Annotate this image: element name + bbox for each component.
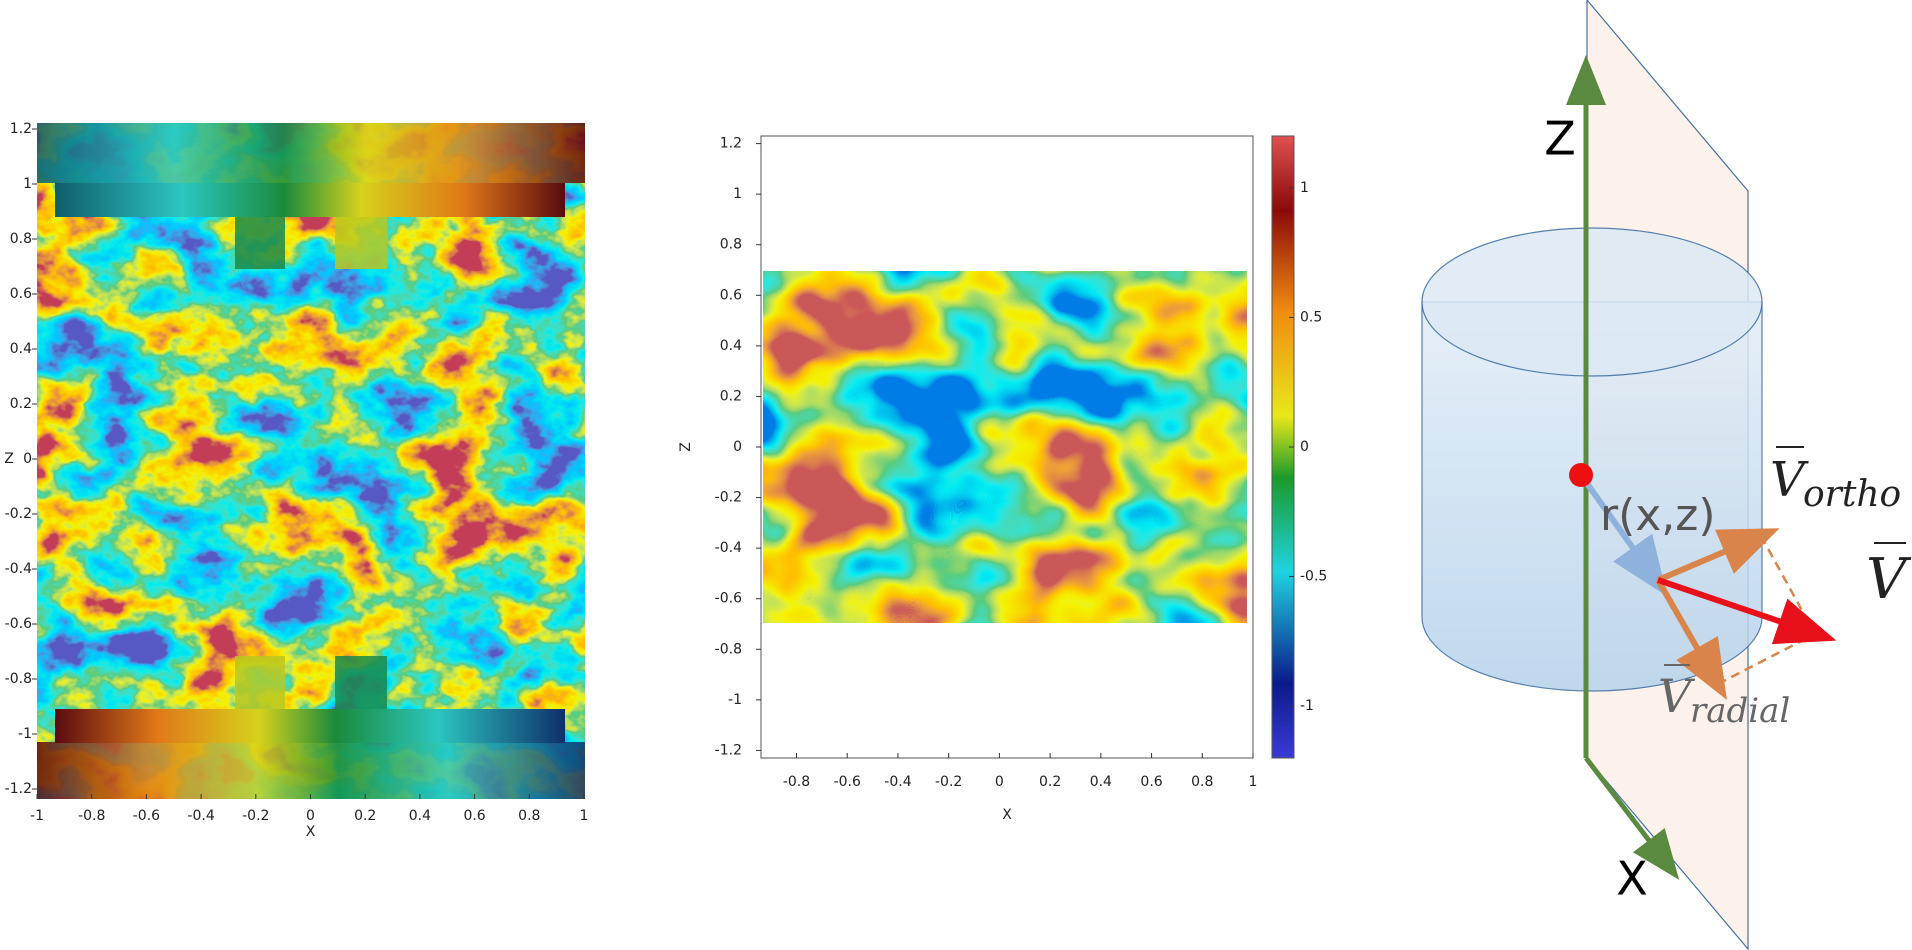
y-tick-label: -0.2 <box>715 490 742 506</box>
x-tick-label: 0.8 <box>1191 774 1213 790</box>
x-tick-label: 0 <box>306 808 315 824</box>
ortho-subscript: ortho <box>1803 474 1901 515</box>
x-tick-label: 0.6 <box>1140 774 1162 790</box>
diagram: Z X r(x,z) V ortho V V radial <box>1421 0 1912 950</box>
x-tick-label: 0 <box>995 774 1004 790</box>
x-tick-label: -0.8 <box>78 808 105 824</box>
colorbar-tick-label: 0 <box>1300 439 1309 455</box>
y-tick-label: -0.6 <box>715 591 742 607</box>
colorbar-tick-label: 0.5 <box>1300 309 1322 325</box>
y-tick-label: -0.4 <box>715 540 742 556</box>
y-tick-label: 0.4 <box>720 338 742 354</box>
x-tick-label: 0.8 <box>518 808 540 824</box>
x-tick-label: -0.6 <box>834 774 861 790</box>
y-tick-label: 0.2 <box>720 388 742 404</box>
y-tick-label: -0.8 <box>715 641 742 657</box>
vector-symbol: V <box>1866 547 1912 612</box>
x-tick-label: -1 <box>30 808 44 824</box>
radius-label: r(x,z) <box>1600 490 1716 541</box>
vector-symbol: V <box>1770 452 1809 508</box>
radial-subscript: radial <box>1690 691 1790 731</box>
x-tick-label: -0.2 <box>935 774 962 790</box>
y-axis-label: Z <box>4 451 14 467</box>
x-tick-label: 0.4 <box>409 808 431 824</box>
x-tick-label: -0.2 <box>242 808 269 824</box>
y-tick-label: 0.8 <box>10 231 32 247</box>
vector-symbol: V <box>1658 669 1696 723</box>
y-tick-label: -1 <box>728 692 742 708</box>
x-axis-label: X <box>1002 807 1012 823</box>
y-tick-label: 1 <box>733 186 742 202</box>
z-axis-label: Z <box>1544 112 1576 166</box>
x-tick-label: 0.4 <box>1090 774 1112 790</box>
x-tick-label: 0.2 <box>354 808 376 824</box>
y-tick-label: 0.6 <box>10 286 32 302</box>
colorbar-tick-label: -1 <box>1300 698 1314 714</box>
y-tick-label: 0.6 <box>720 287 742 303</box>
y-tick-label: 1 <box>23 176 32 192</box>
x-tick-label: 0.6 <box>463 808 485 824</box>
y-axis-label: Z <box>678 442 694 452</box>
colorbar-tick-label: -0.5 <box>1300 569 1327 585</box>
y-tick-label: -0.4 <box>5 561 32 577</box>
y-tick-label: -1.2 <box>5 781 32 797</box>
y-tick-label: 0.2 <box>10 396 32 412</box>
middle-field <box>763 271 1247 623</box>
x-tick-label: -0.4 <box>884 774 911 790</box>
y-tick-label: 1.2 <box>10 121 32 137</box>
x-tick-label: 1 <box>580 808 589 824</box>
x-tick-label: -0.4 <box>187 808 214 824</box>
y-tick-label: -0.2 <box>5 506 32 522</box>
y-tick-label: -0.6 <box>5 616 32 632</box>
left-field <box>37 123 585 799</box>
y-tick-label: -1 <box>18 726 32 742</box>
y-tick-label: -0.8 <box>5 671 32 687</box>
x-axis-label: X <box>1616 852 1648 906</box>
x-tick-label: -0.6 <box>133 808 160 824</box>
x-tick-label: 1 <box>1249 774 1258 790</box>
y-tick-label: 0 <box>733 439 742 455</box>
y-tick-label: 0 <box>23 451 32 467</box>
y-tick-label: -1.2 <box>715 742 742 758</box>
x-tick-label: -0.8 <box>783 774 810 790</box>
x-axis-label: X <box>306 824 316 840</box>
colorbar-tick-label: 1 <box>1300 180 1309 196</box>
y-tick-label: 0.4 <box>10 341 32 357</box>
x-tick-label: 0.2 <box>1039 774 1061 790</box>
y-tick-label: 1.2 <box>720 136 742 152</box>
y-tick-label: 0.8 <box>720 237 742 253</box>
